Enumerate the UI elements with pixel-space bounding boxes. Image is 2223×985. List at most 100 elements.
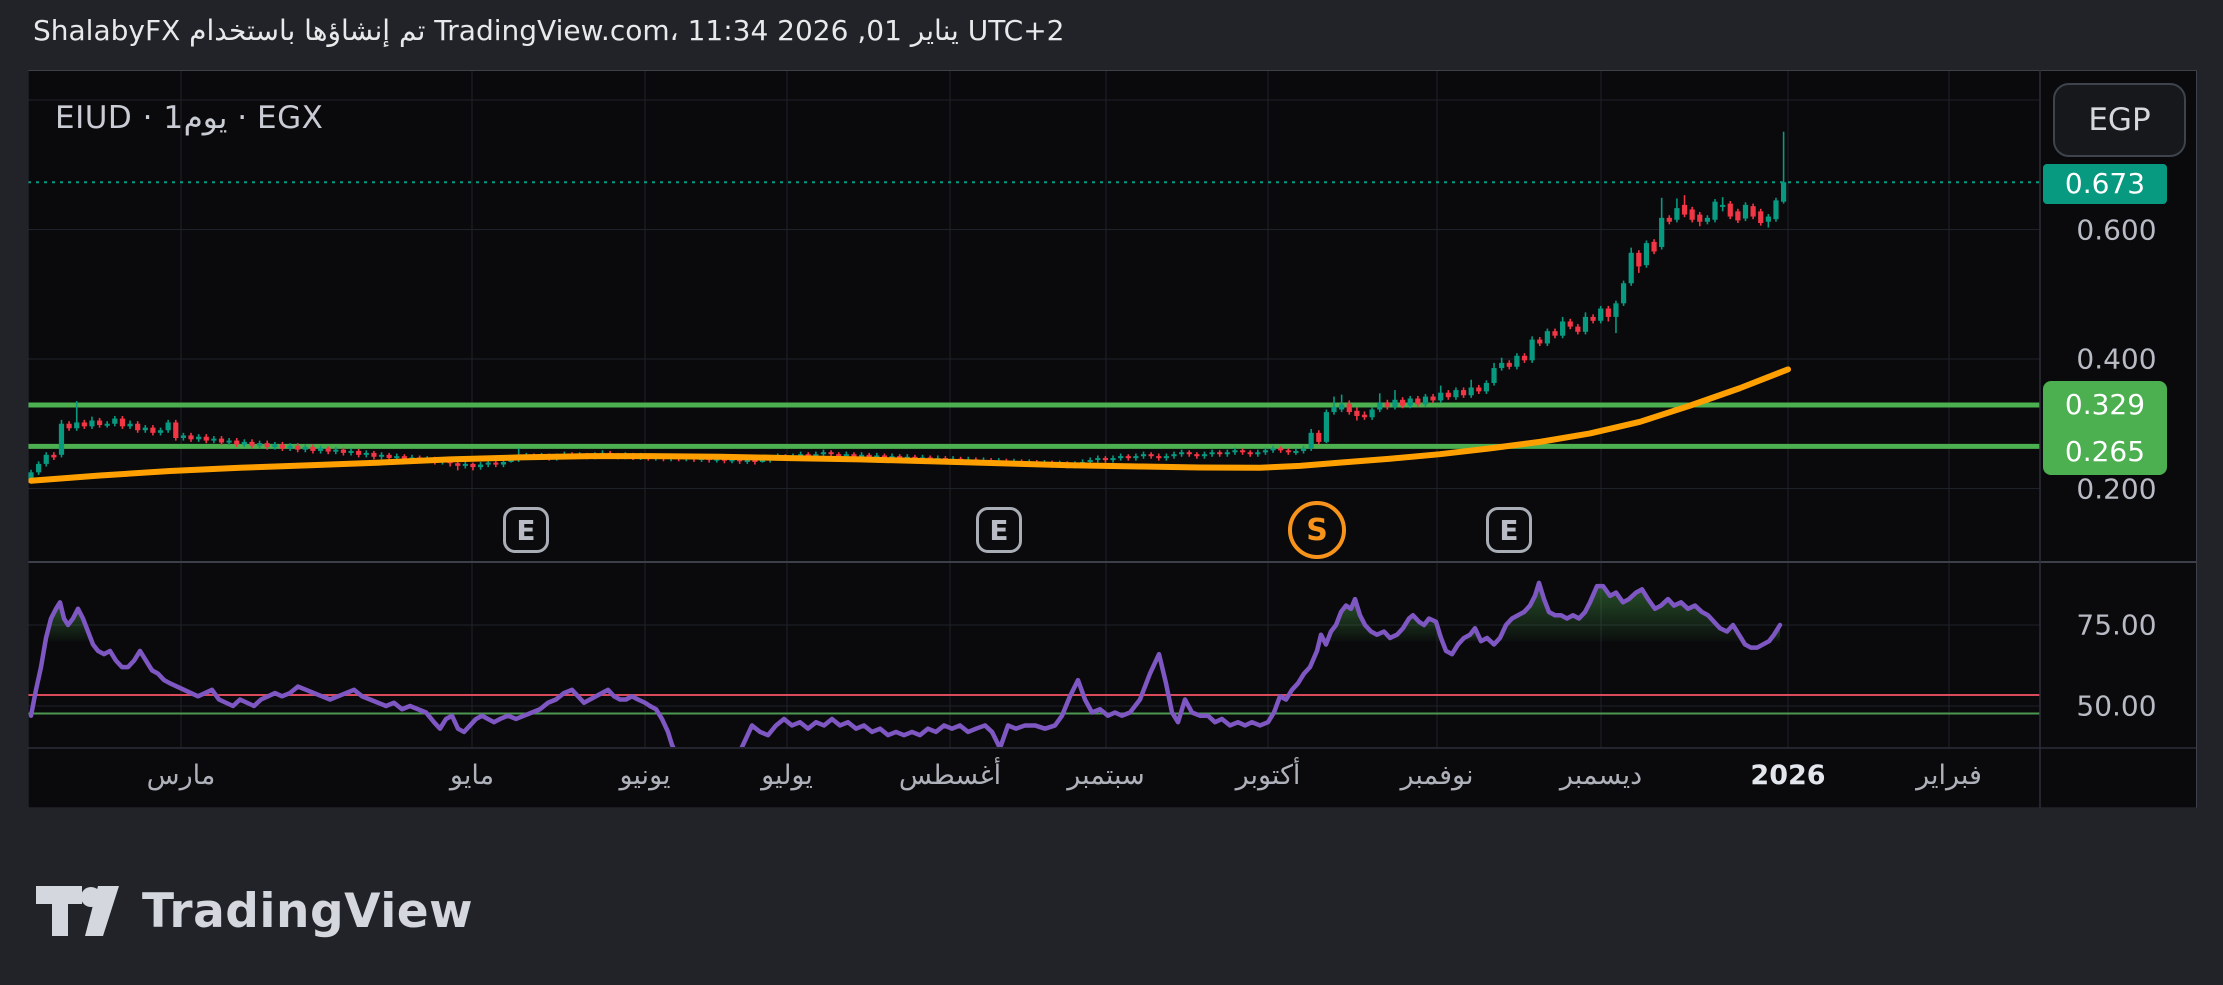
candle-body xyxy=(1118,456,1124,459)
candle-body xyxy=(858,454,865,457)
candle-body xyxy=(1628,252,1634,284)
candle-body xyxy=(1781,182,1787,202)
candle-body xyxy=(142,427,148,431)
candle-body xyxy=(881,455,888,459)
candle-body xyxy=(378,454,385,457)
candle-body xyxy=(752,460,758,463)
candle-body xyxy=(234,440,240,445)
candle-body xyxy=(371,452,377,457)
candle-body xyxy=(1224,452,1230,455)
candle-body xyxy=(356,450,362,455)
candle-body xyxy=(1689,209,1695,220)
candle-body xyxy=(1186,452,1192,455)
candle-body xyxy=(1247,452,1253,455)
candle-body xyxy=(1491,368,1497,383)
rsi-line[interactable] xyxy=(739,580,1783,751)
candle-body xyxy=(1323,412,1329,442)
candle-body xyxy=(1651,241,1657,252)
candle-body xyxy=(89,420,95,427)
candle-body xyxy=(1460,390,1467,396)
candle-body xyxy=(737,459,743,462)
candle-body xyxy=(1369,409,1375,418)
candle-body xyxy=(340,449,347,453)
candle-body xyxy=(813,454,819,457)
candle-body xyxy=(1125,456,1131,459)
candle-body xyxy=(805,454,811,457)
candle-body xyxy=(1575,326,1581,332)
candle-body xyxy=(1407,398,1413,406)
candle-body xyxy=(1636,252,1642,267)
candle-body xyxy=(851,454,857,457)
candle-body xyxy=(759,460,766,463)
candle-body xyxy=(1613,303,1619,317)
candle-body xyxy=(1377,402,1383,410)
candle-body xyxy=(386,454,392,459)
candle-body xyxy=(1666,217,1672,222)
candle-body xyxy=(1201,454,1208,457)
candle-body xyxy=(1262,450,1269,453)
candle-body xyxy=(317,448,324,451)
candle-body xyxy=(1659,217,1665,247)
candle-body xyxy=(295,445,301,450)
candle-body xyxy=(36,463,42,473)
candle-body xyxy=(203,436,209,441)
candle-body xyxy=(866,454,872,458)
candle-body xyxy=(820,452,827,455)
candle-body xyxy=(1194,454,1200,457)
candle-body xyxy=(1102,458,1109,461)
candle-body xyxy=(1209,452,1215,455)
candle-body xyxy=(1392,399,1398,407)
candle-body xyxy=(1605,308,1611,317)
candle-body xyxy=(1720,204,1726,207)
candle-body xyxy=(1742,204,1749,219)
candle-body xyxy=(279,444,286,449)
split-marker[interactable]: S xyxy=(1288,501,1346,559)
candle-body xyxy=(1361,414,1368,418)
candle-body xyxy=(1514,355,1520,367)
candle-body xyxy=(1308,432,1314,449)
candle-body xyxy=(51,454,57,458)
candle-body xyxy=(1499,362,1505,369)
chart-canvas[interactable] xyxy=(28,70,2197,808)
watermark-text: TradingView xyxy=(142,884,474,939)
candle-body xyxy=(1415,398,1421,405)
earnings-marker[interactable]: E xyxy=(976,507,1022,553)
candle-body xyxy=(1217,452,1223,455)
earnings-marker[interactable]: E xyxy=(503,507,549,553)
moving-average-line[interactable] xyxy=(28,366,1791,484)
candle-body xyxy=(43,454,49,464)
rsi-overbought-fill xyxy=(1769,625,1780,642)
tradingview-logo-icon[interactable] xyxy=(36,885,120,938)
candle-body xyxy=(1087,460,1093,463)
candle-body xyxy=(1453,390,1459,398)
candle-body xyxy=(96,420,103,426)
candle-body xyxy=(455,463,461,466)
candle-body xyxy=(1316,432,1322,442)
candle-body xyxy=(81,422,87,427)
candle-body xyxy=(828,452,834,455)
candle-body xyxy=(1544,331,1550,344)
candle-body xyxy=(394,456,400,459)
candle-body xyxy=(462,463,468,466)
candle-body xyxy=(1643,243,1650,266)
candle-body xyxy=(180,435,186,438)
candle-body xyxy=(74,422,80,429)
candle-body xyxy=(157,430,164,433)
candle-body xyxy=(1285,450,1291,453)
candle-body xyxy=(1468,387,1474,396)
candle-body xyxy=(1171,454,1177,457)
earnings-marker[interactable]: E xyxy=(1486,507,1532,553)
candle-body xyxy=(1293,450,1299,453)
candle-body xyxy=(1712,201,1718,220)
candle-body xyxy=(1582,316,1589,332)
candle-body xyxy=(196,436,202,440)
attribution-text: ShalabyFX تم إنشاؤها باستخدام TradingVie… xyxy=(33,14,1065,47)
candle-body xyxy=(66,423,72,429)
candle-body xyxy=(272,444,278,448)
candle-body xyxy=(264,443,270,448)
candle-body xyxy=(1765,216,1771,222)
candle-body xyxy=(470,463,476,468)
currency-button[interactable]: EGP xyxy=(2053,83,2186,157)
rsi-line[interactable] xyxy=(28,600,676,751)
